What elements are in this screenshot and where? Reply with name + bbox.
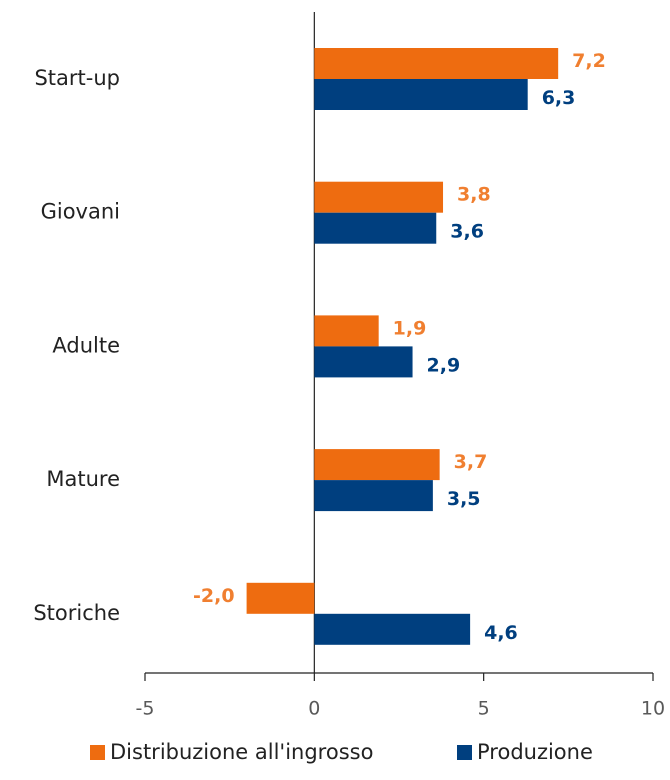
bar: [314, 613, 471, 645]
legend-swatch: [457, 745, 472, 760]
legend-label: Produzione: [477, 740, 593, 764]
x-tick-label: 10: [641, 698, 665, 720]
legend-swatch: [90, 745, 105, 760]
value-label: 1,9: [393, 317, 427, 339]
x-tick-label: 5: [478, 698, 490, 720]
bar: [314, 181, 444, 213]
value-label: 4,6: [484, 622, 518, 644]
bar: [314, 315, 379, 347]
bar: [314, 480, 433, 512]
y-tick-label: Storiche: [33, 601, 120, 625]
bar: [314, 79, 528, 110]
bar: [314, 212, 437, 244]
value-label: 3,8: [457, 184, 491, 206]
value-label: 7,2: [572, 50, 606, 72]
y-tick-label: Adulte: [52, 333, 120, 357]
value-label: 3,5: [447, 488, 481, 510]
value-label: 2,9: [427, 354, 461, 376]
value-label: -2,0: [193, 585, 235, 607]
bar: [246, 582, 315, 614]
x-tick-label: -5: [136, 698, 155, 720]
legend-label: Distribuzione all'ingrosso: [110, 740, 373, 764]
y-tick-label: Start-up: [34, 66, 120, 90]
bar: [314, 48, 559, 79]
bar: [314, 449, 440, 481]
value-label: 6,3: [542, 87, 576, 109]
y-tick-label: Giovani: [41, 200, 120, 224]
y-tick-label: Mature: [46, 467, 120, 491]
value-label: 3,7: [454, 451, 488, 473]
x-tick-label: 0: [308, 698, 320, 720]
value-label: 3,6: [450, 221, 484, 243]
bar: [314, 346, 413, 378]
